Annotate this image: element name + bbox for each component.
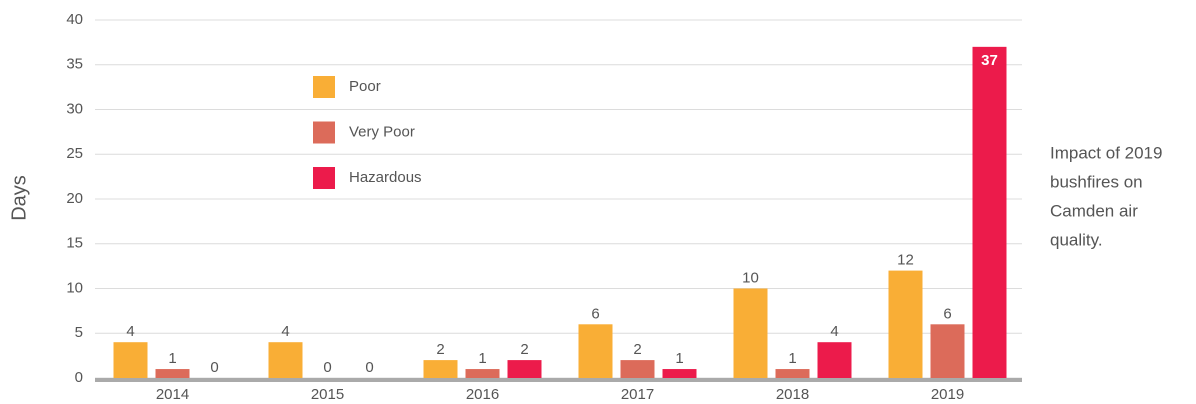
annotation: Camden air <box>1050 201 1138 220</box>
value-label: 10 <box>742 269 759 286</box>
legend-label: Hazardous <box>349 169 422 186</box>
value-label: 0 <box>323 359 331 376</box>
y-tick-label: 20 <box>66 190 83 207</box>
y-tick-label: 40 <box>66 11 83 28</box>
bar <box>113 342 148 378</box>
bar <box>155 369 190 378</box>
bar <box>888 270 923 378</box>
x-tick-label: 2014 <box>156 386 189 403</box>
bar <box>620 360 655 378</box>
bar <box>423 360 458 378</box>
x-tick-label: 2017 <box>621 386 654 403</box>
bar <box>930 324 965 378</box>
bar <box>733 288 768 378</box>
x-tick-label: 2019 <box>931 386 964 403</box>
legend-swatch <box>313 121 335 144</box>
bar <box>775 369 810 378</box>
y-tick-label: 30 <box>66 100 83 117</box>
y-tick-label: 15 <box>66 235 83 252</box>
value-label: 2 <box>633 341 641 358</box>
annotation: quality. <box>1050 230 1103 249</box>
value-label: 4 <box>281 323 289 340</box>
bar <box>662 369 697 378</box>
annotation: bushfires on <box>1050 172 1143 191</box>
value-label: 1 <box>168 350 176 367</box>
bar <box>268 342 303 378</box>
bar <box>507 360 542 378</box>
value-label: 1 <box>478 350 486 367</box>
value-label: 6 <box>591 305 599 322</box>
value-label: 4 <box>830 323 838 340</box>
value-label: 0 <box>210 359 218 376</box>
bar <box>578 324 613 378</box>
legend-label: Poor <box>349 78 381 95</box>
bar <box>817 342 852 378</box>
x-tick-label: 2016 <box>466 386 499 403</box>
y-axis-label: Days <box>8 175 30 221</box>
value-label: 6 <box>943 305 951 322</box>
value-label: 37 <box>981 52 998 69</box>
value-label: 1 <box>675 350 683 367</box>
annotation: Impact of 2019 <box>1050 143 1162 162</box>
value-label: 1 <box>788 350 796 367</box>
value-label: 2 <box>436 341 444 358</box>
y-tick-label: 25 <box>66 145 83 162</box>
x-tick-label: 2015 <box>311 386 344 403</box>
x-tick-label: 2018 <box>776 386 809 403</box>
bar <box>972 46 1007 378</box>
legend-label: Very Poor <box>349 123 415 140</box>
y-tick-label: 35 <box>66 56 83 73</box>
value-label: 4 <box>126 323 134 340</box>
value-label: 2 <box>520 341 528 358</box>
bar <box>465 369 500 378</box>
value-label: 12 <box>897 252 914 269</box>
y-tick-label: 5 <box>75 324 83 341</box>
y-tick-label: 10 <box>66 279 83 296</box>
y-tick-label: 0 <box>75 369 83 386</box>
value-label: 0 <box>365 359 373 376</box>
legend-swatch <box>313 167 335 189</box>
legend-swatch <box>313 76 335 98</box>
